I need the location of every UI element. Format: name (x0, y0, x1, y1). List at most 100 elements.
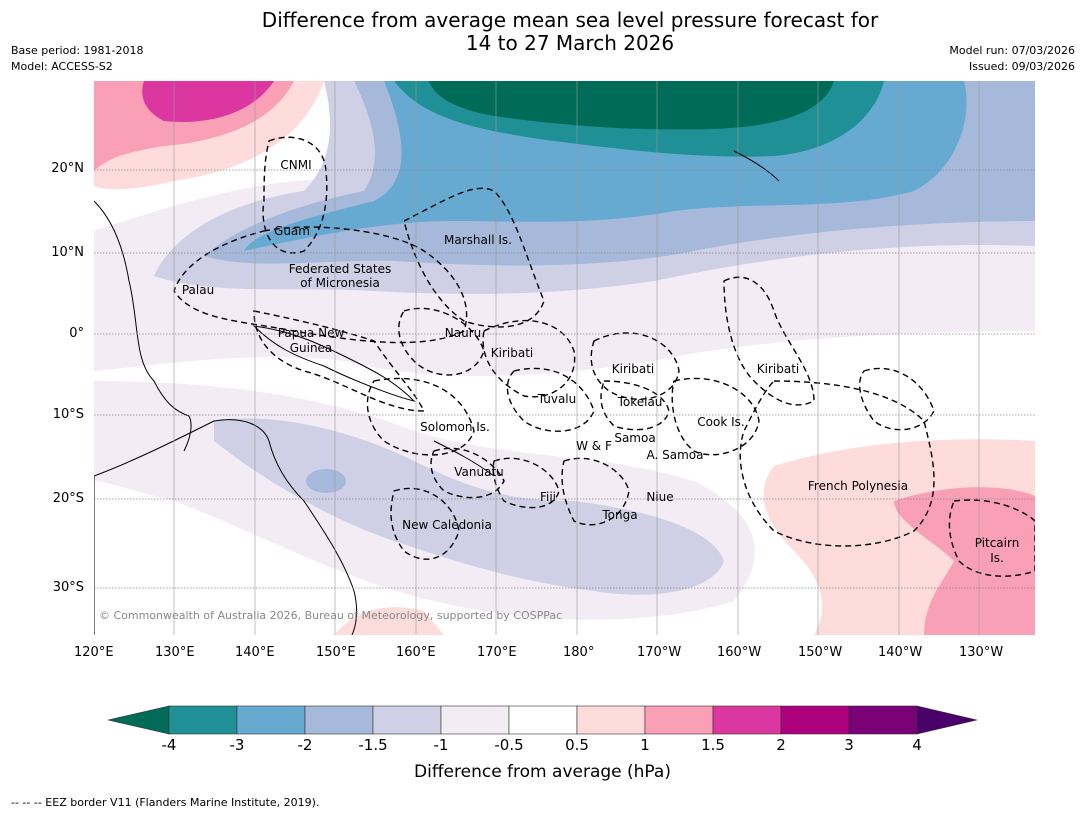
y-tick: 0° (69, 326, 84, 341)
eez-nauru (398, 307, 485, 376)
anomaly-band-p15-nw (142, 81, 274, 122)
label-nauru: Nauru (444, 326, 482, 340)
label-pitcairn-2: Is. (990, 551, 1004, 565)
eez-kiribati-c (590, 332, 680, 400)
eez-pitcairn (948, 499, 1035, 577)
colorbar-segment (236, 705, 306, 735)
colorbar-extend-low (107, 705, 170, 735)
anomaly-band-p05-sw (334, 607, 444, 635)
x-tick: 140°E (235, 645, 275, 660)
label-png-2: Guinea (289, 341, 333, 355)
base-period: Base period: 1981-2018 (11, 44, 144, 57)
colorbar-segment (304, 705, 374, 735)
eez-png (253, 310, 426, 412)
colorbar-tick: -2 (297, 736, 313, 754)
label-fsm-1: Federated States (288, 262, 392, 276)
label-guam: Guam (274, 224, 310, 238)
colorbar-tick: 4 (912, 736, 922, 754)
label-palau: Palau (181, 283, 215, 297)
colorbar-segment (508, 705, 578, 735)
colorbar-segment (440, 705, 510, 735)
label-samoa: Samoa (614, 431, 656, 445)
coastline-solomons (433, 440, 495, 477)
coastlines (94, 150, 780, 635)
chart-title-line2: 14 to 27 March 2026 (465, 31, 675, 55)
anomaly-band-m4 (429, 81, 834, 130)
x-tick: 160°E (396, 645, 436, 660)
y-tick: 30°S (52, 580, 84, 595)
y-tick: 10°S (52, 407, 84, 422)
label-tonga: Tonga (602, 508, 638, 522)
label-newcal: New Caledonia (402, 518, 492, 532)
label-niue: Niue (646, 490, 674, 504)
eez-vanuatu (430, 447, 505, 499)
model-run: Model run: 07/03/2026 (949, 44, 1075, 57)
colorbar-segment (848, 705, 918, 735)
eez-marquesas (858, 367, 935, 431)
x-tick: 160°W (717, 645, 762, 660)
label-cook: Cook Is. (697, 415, 745, 429)
colorbar-segment (780, 705, 850, 735)
label-vanuatu: Vanuatu (454, 465, 504, 479)
colorbar-tick: 0.5 (565, 736, 589, 754)
coastline-hawaii (733, 150, 780, 182)
eez-new-caledonia (390, 487, 460, 560)
anomaly-band-p1-se (894, 487, 1035, 635)
eez-tokelau (600, 380, 670, 431)
label-kiribati-e: Kiribati (756, 362, 800, 376)
model-name: Model: ACCESS-S2 (11, 60, 113, 73)
anomaly-band-m1-south (214, 418, 724, 595)
colorbar-tick: -0.5 (494, 736, 524, 754)
eez-borders (173, 136, 1035, 577)
label-cnmi: CNMI (280, 158, 312, 172)
colorbar-tick: 1.5 (701, 736, 725, 754)
anomaly-map (94, 81, 1035, 635)
colorbar-segment (712, 705, 782, 735)
anomaly-blob-m15-south (306, 469, 346, 493)
label-kiribati-w: Kiribati (490, 346, 534, 360)
graticule (173, 81, 980, 635)
label-pitcairn-1: Pitcairn (974, 536, 1020, 550)
chart-title-line1: Difference from average mean sea level p… (261, 8, 879, 32)
colorbar-segment (168, 705, 238, 735)
label-frenchpoly: French Polynesia (807, 479, 909, 493)
colorbar-tick: 2 (776, 736, 786, 754)
x-tick: 150°E (316, 645, 356, 660)
colorbar-tick: -3 (229, 736, 245, 754)
label-solomon: Solomon Is. (420, 420, 490, 434)
label-marshall: Marshall Is. (444, 233, 512, 247)
y-tick: 20°S (52, 491, 84, 506)
eez-cnmi (262, 136, 328, 254)
label-asamoa: A. Samoa (646, 448, 704, 462)
x-tick: 170°E (477, 645, 517, 660)
copyright-notice: © Commonwealth of Australia 2026, Bureau… (99, 609, 563, 622)
x-tick: 170°W (637, 645, 682, 660)
label-fiji: Fiji (539, 490, 557, 504)
label-fsm-2: of Micronesia (300, 276, 380, 290)
x-tick: 130°W (959, 645, 1004, 660)
map-panel: CNMI Guam Marshall Is. Federated States … (94, 81, 1035, 635)
colorbar-tick: -4 (161, 736, 177, 754)
label-tokelau: Tokelau (617, 395, 663, 409)
y-tick: 10°N (51, 245, 84, 260)
colorbar-tick: 1 (640, 736, 650, 754)
colorbar-label: Difference from average (hPa) (414, 762, 671, 782)
label-kiribati-c: Kiribati (611, 362, 655, 376)
x-tick: 140°W (878, 645, 923, 660)
eez-footnote: -- -- -- EEZ border V11 (Flanders Marine… (11, 796, 320, 809)
x-tick: 130°E (155, 645, 195, 660)
label-png-1: Papua New (277, 326, 345, 340)
colorbar-tick: -1 (433, 736, 449, 754)
coastline-asia (94, 200, 192, 452)
eez-tuvalu (506, 367, 595, 432)
eez-fsm (173, 226, 468, 344)
y-tick: 20°N (51, 161, 84, 176)
eez-kiribati-w (482, 319, 576, 398)
label-wf: W & F (576, 439, 612, 453)
coastline-australia (94, 419, 358, 635)
colorbar (107, 705, 978, 735)
label-tuvalu: Tuvalu (537, 392, 577, 406)
coastline-new-guinea (252, 325, 416, 402)
eez-cook (671, 377, 760, 456)
x-tick: 180° (563, 645, 595, 660)
